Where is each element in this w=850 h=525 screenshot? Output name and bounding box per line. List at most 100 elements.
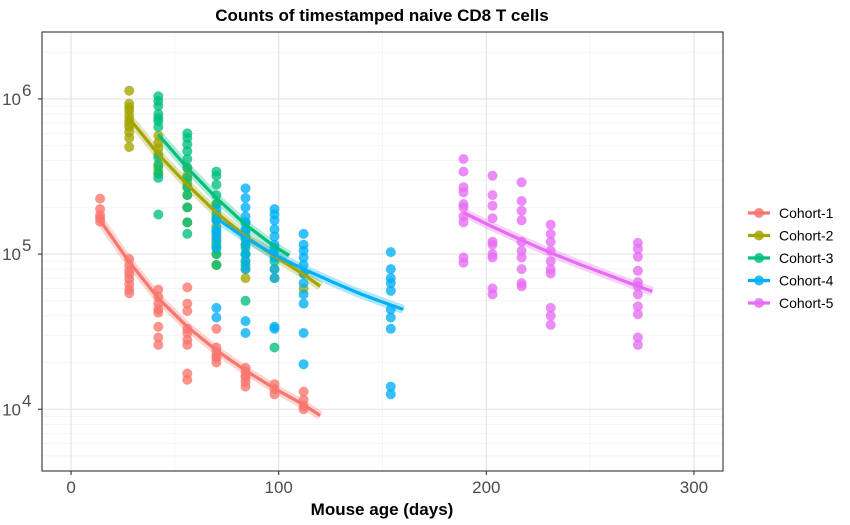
legend-label: Cohort-4 (779, 273, 834, 289)
x-tick-label: 300 (680, 478, 708, 497)
data-point (211, 302, 222, 313)
data-point (124, 85, 135, 96)
data-point (153, 321, 164, 332)
data-point (269, 264, 280, 275)
data-point (240, 328, 251, 338)
data-point (487, 252, 498, 263)
data-point (298, 386, 309, 397)
data-point (458, 154, 469, 164)
data-point (545, 256, 556, 267)
data-point (124, 142, 135, 152)
data-point (153, 172, 164, 183)
legend-item: Cohort-1 (748, 205, 834, 221)
data-point (240, 295, 251, 306)
data-point (269, 273, 280, 284)
data-point (632, 332, 643, 343)
data-point (153, 101, 164, 111)
data-point (385, 312, 396, 323)
data-point (182, 282, 193, 293)
data-point (632, 243, 643, 254)
data-point (269, 323, 280, 334)
data-point (211, 323, 222, 334)
data-point (240, 202, 251, 213)
y-tick-label: 10 (2, 90, 21, 109)
data-point (240, 239, 251, 250)
data-point (487, 200, 498, 211)
data-point (153, 332, 164, 343)
y-tick-label-exponent: 6 (22, 81, 31, 100)
legend-label: Cohort-1 (779, 205, 834, 221)
data-point (240, 264, 251, 275)
legend-label: Cohort-2 (779, 228, 834, 244)
data-point (385, 389, 396, 400)
fit-ribbon (154, 131, 292, 260)
x-tick-label: 200 (472, 478, 500, 497)
data-point (269, 342, 280, 353)
data-point (458, 257, 469, 268)
data-point (545, 228, 556, 239)
data-point (487, 190, 498, 201)
data-point (298, 298, 309, 309)
data-point (211, 357, 222, 368)
legend: Cohort-1 Cohort-2 Cohort-3 Cohort-4 Cohort-5 (748, 205, 834, 311)
data-point (632, 265, 643, 276)
data-point (545, 310, 556, 321)
data-point (211, 234, 222, 245)
data-point (153, 307, 164, 318)
data-point (182, 228, 193, 239)
legend-key-point (754, 230, 764, 241)
data-point (458, 202, 469, 213)
data-point (182, 139, 193, 150)
data-point (298, 228, 309, 239)
data-point (269, 224, 280, 235)
data-point (385, 264, 396, 275)
fit-line (462, 211, 653, 293)
data-point (545, 319, 556, 330)
data-point (182, 217, 193, 228)
data-point (211, 312, 222, 323)
x-tick-label: 0 (66, 478, 75, 497)
data-point (211, 215, 222, 226)
data-point (487, 239, 498, 250)
data-point (487, 213, 498, 224)
legend-key-point (754, 208, 764, 218)
data-point (632, 289, 643, 300)
data-point (516, 215, 527, 226)
data-point (211, 260, 222, 270)
data-point (240, 273, 251, 284)
data-point (240, 316, 251, 327)
data-point (385, 247, 396, 258)
data-point (545, 219, 556, 230)
fit-line (127, 117, 322, 288)
data-point (269, 231, 280, 242)
data-point (153, 284, 164, 295)
data-point (240, 381, 251, 392)
data-point (153, 160, 164, 171)
data-point (240, 249, 251, 260)
data-point (298, 289, 309, 300)
legend-item: Cohort-5 (748, 295, 834, 311)
data-point (487, 289, 498, 300)
data-point (269, 215, 280, 226)
data-point (298, 252, 309, 263)
data-point (487, 170, 498, 181)
data-point (298, 328, 309, 338)
data-point (182, 146, 193, 157)
data-point (124, 288, 135, 299)
legend-key-point (754, 275, 764, 286)
legend-label: Cohort-3 (779, 250, 834, 266)
data-point (545, 302, 556, 313)
data-point (516, 281, 527, 292)
y-tick-label: 10 (2, 245, 21, 264)
data-point (385, 285, 396, 296)
x-tick-label: 100 (265, 478, 293, 497)
data-point (385, 278, 396, 289)
data-point (182, 190, 193, 201)
data-point (458, 187, 469, 198)
data-point (182, 182, 193, 193)
legend-label: Cohort-5 (779, 295, 834, 311)
y-tick-label: 10 (2, 400, 21, 419)
data-point (240, 183, 251, 194)
data-point (516, 252, 527, 263)
